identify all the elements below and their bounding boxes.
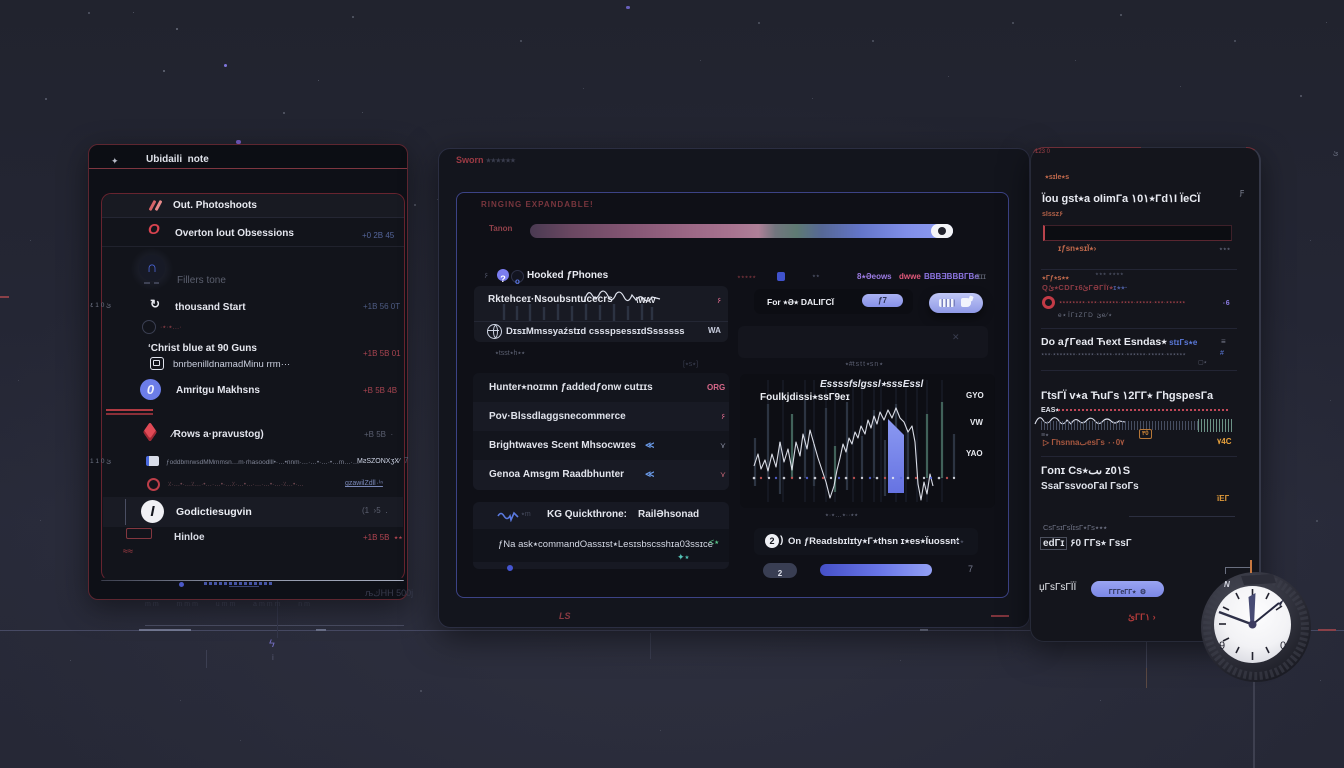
svg-text:Еѕѕѕѕfѕlgѕѕl٭ѕѕѕЕѕѕl: Еѕѕѕѕfѕlgѕѕl٭ѕѕѕЕѕѕl bbox=[820, 379, 924, 390]
svg-text:Foulkjdissi٭sѕГ9еɪ: Foulkjdissi٭sѕГ9еɪ bbox=[760, 392, 850, 403]
svg-text:0: 0 bbox=[1280, 640, 1286, 652]
svg-text:9: 9 bbox=[1219, 640, 1225, 652]
svg-text:VW: VW bbox=[970, 418, 983, 427]
svg-text:YAO: YAO bbox=[966, 449, 983, 458]
svg-text:GYO: GYO bbox=[966, 391, 984, 400]
